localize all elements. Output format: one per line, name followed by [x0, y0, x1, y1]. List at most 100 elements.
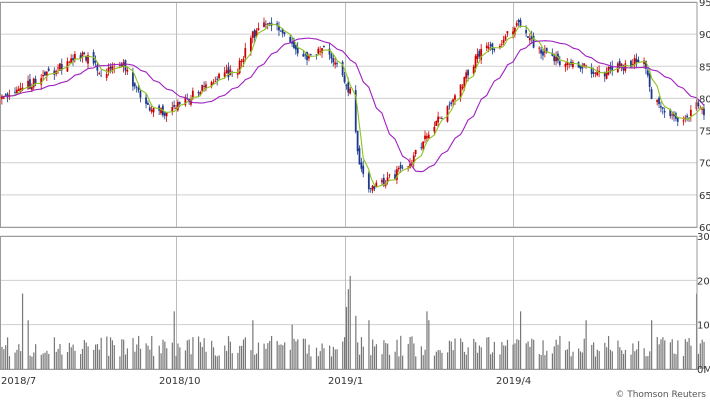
- volume-bar: [624, 349, 627, 369]
- candle-body: [176, 101, 179, 111]
- volume-bar: [566, 349, 568, 369]
- volume-tick-label: 30M: [697, 232, 710, 243]
- volume-bar: [688, 338, 690, 369]
- candle-body: [465, 72, 468, 79]
- candle-body: [381, 180, 383, 183]
- candle: [688, 117, 690, 123]
- candle: [148, 104, 151, 112]
- volume-bar: [212, 347, 215, 369]
- volume-bar: [166, 348, 168, 369]
- volume-bar: [598, 351, 600, 369]
- candle-body: [212, 82, 215, 84]
- volume-bar: [544, 355, 546, 369]
- volume-bar: [179, 347, 181, 369]
- candle: [570, 58, 572, 67]
- candle-body: [440, 118, 443, 119]
- candle-body: [137, 87, 140, 91]
- candle-body: [646, 70, 649, 76]
- candle-body: [498, 45, 501, 49]
- candle: [493, 47, 496, 53]
- volume-bar: [40, 354, 42, 369]
- candle-body: [551, 52, 554, 56]
- candle: [160, 107, 162, 116]
- volume-bar: [20, 351, 22, 369]
- moving-averages: [1, 23, 705, 188]
- candle: [646, 67, 649, 78]
- candle-body: [461, 87, 464, 89]
- candle-body: [216, 78, 219, 80]
- candle-body: [491, 43, 494, 50]
- volume-bar: [424, 349, 426, 369]
- candle: [124, 59, 127, 76]
- volume-bar: [553, 346, 555, 369]
- candle-body: [4, 94, 7, 96]
- candle-body: [609, 66, 612, 69]
- volume-bar: [201, 346, 203, 369]
- candle-body: [135, 87, 138, 88]
- volume-bar: [332, 346, 334, 369]
- candle: [701, 106, 703, 115]
- candle-body: [42, 75, 44, 77]
- candle-body: [132, 72, 134, 87]
- candle-body: [15, 89, 18, 94]
- volume-bar: [527, 341, 529, 369]
- candle: [542, 48, 544, 61]
- candle: [633, 54, 636, 70]
- volume-bar: [636, 349, 638, 369]
- volume-bar: [660, 339, 662, 369]
- candle: [306, 51, 308, 66]
- candle-body: [72, 58, 74, 61]
- candle-body: [96, 64, 99, 71]
- candle: [581, 62, 584, 74]
- volume-bar: [581, 352, 583, 369]
- volume-bar: [291, 324, 293, 369]
- volume-bar: [31, 356, 33, 369]
- volume-bar: [250, 350, 252, 369]
- volume-bar: [57, 348, 59, 369]
- candle: [163, 112, 166, 120]
- candle-body: [476, 54, 479, 59]
- candle: [658, 96, 660, 109]
- candle-body: [637, 59, 640, 62]
- volume-bar: [5, 345, 7, 369]
- candle-body: [409, 163, 411, 169]
- candle: [341, 60, 344, 77]
- volume-frame: [0, 236, 698, 370]
- volume-bar: [158, 345, 160, 369]
- volume-bar: [33, 352, 35, 369]
- candle-body: [671, 114, 674, 116]
- candle-body: [81, 52, 84, 58]
- candle-body: [343, 75, 346, 83]
- candle-body: [293, 40, 295, 48]
- volume-bar: [280, 344, 282, 369]
- candle-body: [525, 29, 528, 34]
- candle: [439, 116, 441, 119]
- volume-bar: [16, 349, 18, 369]
- candle: [4, 93, 7, 96]
- volume-bar: [42, 353, 44, 369]
- volume-bar: [136, 344, 138, 369]
- candle-body: [59, 63, 61, 71]
- volume-bar: [344, 337, 346, 369]
- candle: [513, 26, 516, 38]
- candle-body: [341, 61, 344, 76]
- candle: [330, 52, 333, 64]
- candle-body: [199, 92, 202, 96]
- candle: [424, 130, 426, 144]
- candle-body: [669, 109, 672, 117]
- candle: [147, 100, 149, 106]
- candle: [334, 58, 337, 69]
- candle: [401, 164, 404, 170]
- candle-body: [446, 106, 449, 122]
- volume-bar: [323, 348, 325, 369]
- candle: [635, 53, 638, 68]
- candle-body: [315, 54, 318, 56]
- volume-bar: [237, 352, 239, 369]
- candle-body: [682, 120, 685, 122]
- candle-body: [388, 174, 391, 176]
- candle: [216, 75, 219, 86]
- candle: [538, 46, 541, 54]
- volume-bar: [29, 355, 31, 369]
- volume-bar: [119, 356, 121, 369]
- volume-bar: [162, 339, 164, 369]
